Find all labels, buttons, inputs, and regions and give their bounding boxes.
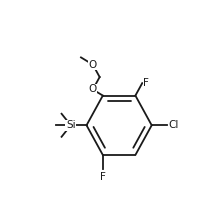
- Text: F: F: [100, 172, 106, 182]
- Text: O: O: [89, 60, 97, 70]
- Text: Cl: Cl: [168, 120, 179, 130]
- Text: O: O: [89, 84, 97, 95]
- Text: Si: Si: [66, 120, 76, 130]
- Text: F: F: [143, 78, 149, 88]
